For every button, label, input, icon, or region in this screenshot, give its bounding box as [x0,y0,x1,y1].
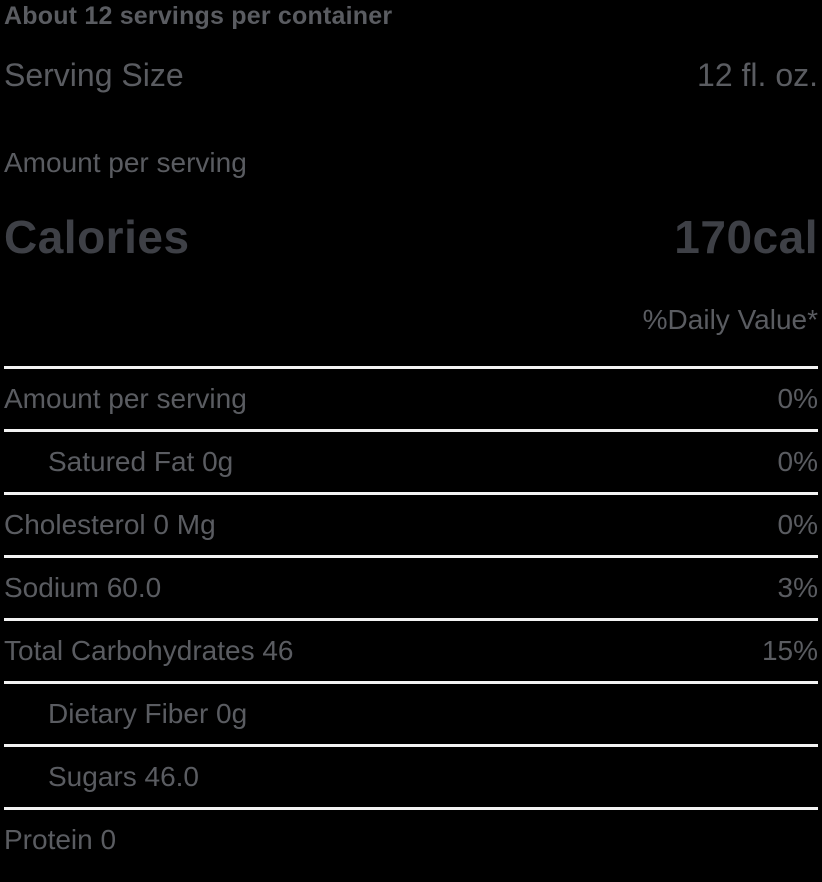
nutrient-row: Dietary Fiber 0g [4,681,818,744]
nutrient-row: Amount per serving 0% [4,366,818,429]
nutrient-name: Total Carbohydrates 46 [4,635,294,666]
nutrient-row: Cholesterol 0 Mg 0% [4,492,818,555]
servings-per-container-text: About 12 servings per container [4,2,393,30]
calories-label: Calories [4,211,190,263]
nutrient-row: Protein 0 [4,807,818,870]
nutrient-row: Total Carbohydrates 46 15% [4,618,818,681]
nutrient-name: Dietary Fiber 0g [48,698,248,729]
calories-row: Calories 170cal [4,210,818,264]
nutrient-daily-value: 0% [777,446,818,477]
nutrient-name: Protein 0 [4,824,117,855]
serving-size-label: Serving Size [4,57,184,93]
nutrient-daily-value: 3% [777,572,818,603]
nutrient-name: Sodium 60.0 [4,572,162,603]
calories-value: 170cal [674,211,818,263]
nutrient-name: Satured Fat 0g [48,446,234,477]
amount-per-serving-header: Amount per serving [4,147,247,178]
nutrient-name: Amount per serving [4,383,247,414]
nutrient-daily-value: 0% [777,383,818,414]
nutrient-daily-value: 15% [761,635,818,666]
serving-size-row: Serving Size 12 fl. oz. [4,57,818,94]
nutrient-row: Sugars 46.0 [4,744,818,807]
serving-size-value: 12 fl. oz. [697,57,818,93]
daily-value-header: %Daily Value* [642,304,818,335]
nutrient-row: Sodium 60.0 3% [4,555,818,618]
nutrient-row: Satured Fat 0g 0% [4,429,818,492]
nutrient-daily-value: 0% [777,509,818,540]
nutrient-name: Cholesterol 0 Mg [4,509,216,540]
nutrition-rows: Amount per serving 0% Satured Fat 0g 0% Chol… [4,366,818,870]
nutrient-name: Sugars 46.0 [48,761,199,792]
